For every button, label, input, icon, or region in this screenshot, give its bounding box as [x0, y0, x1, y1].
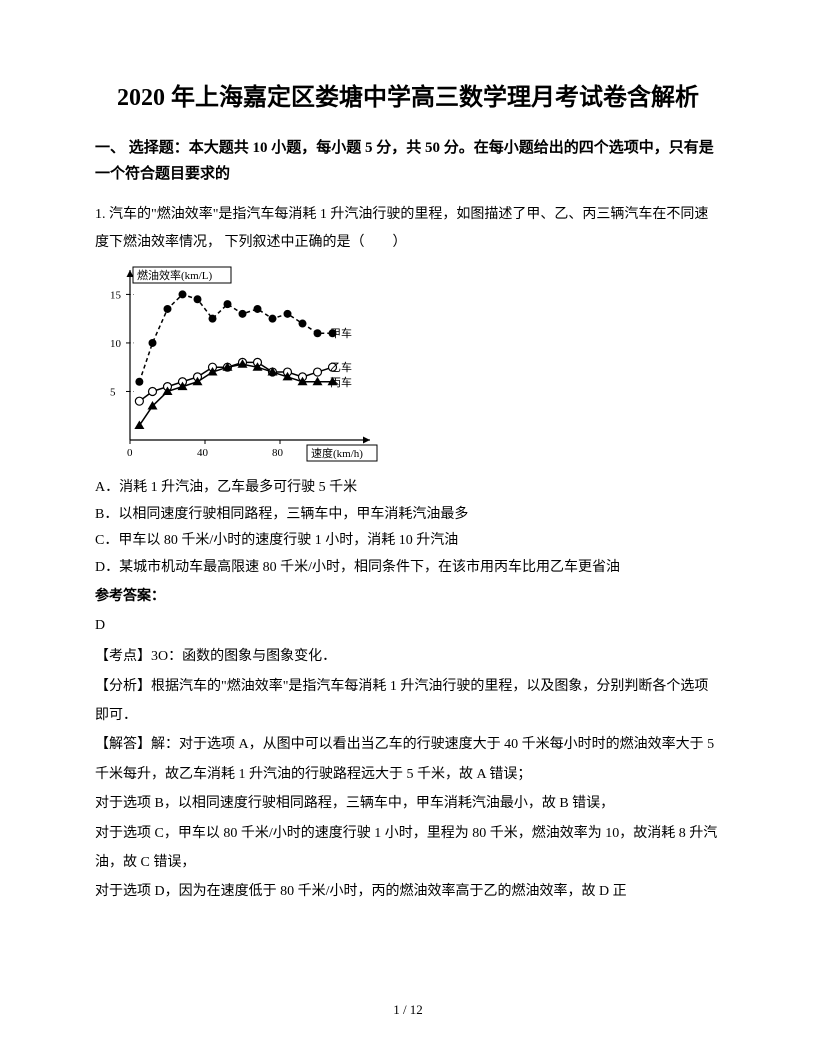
svg-text:15: 15: [110, 289, 122, 301]
svg-text:速度(km/h): 速度(km/h): [311, 446, 363, 460]
svg-text:乙车: 乙车: [330, 360, 352, 374]
option-a: A．消耗 1 升汽油，乙车最多可行驶 5 千米: [95, 475, 721, 502]
svg-text:丙车: 丙车: [330, 375, 352, 389]
svg-text:0: 0: [127, 447, 133, 459]
page-title: 2020 年上海嘉定区娄塘中学高三数学理月考试卷含解析: [95, 80, 721, 116]
svg-text:80: 80: [272, 447, 284, 459]
explain-kaodian: 【考点】3O：函数的图象与图象变化．: [95, 642, 721, 671]
answer-label: 参考答案：: [95, 583, 721, 611]
option-c: C．甲车以 80 千米/小时的速度行驶 1 小时，消耗 10 升汽油: [95, 528, 721, 555]
explain-fenxi: 【分析】根据汽车的"燃油效率"是指汽车每消耗 1 升汽油行驶的里程，以及图象，分…: [95, 672, 721, 731]
option-b: B．以相同速度行驶相同路程，三辆车中，甲车消耗汽油最多: [95, 502, 721, 529]
svg-text:甲车: 甲车: [330, 326, 352, 340]
svg-text:10: 10: [110, 338, 122, 350]
explain-jieda-b: 对于选项 B，以相同速度行驶相同路程，三辆车中，甲车消耗汽油最小，故 B 错误，: [95, 789, 721, 818]
explain-jieda-a: 【解答】解：对于选项 A，从图中可以看出当乙车的行驶速度大于 40 千米每小时时…: [95, 730, 721, 789]
svg-text:燃油效率(km/L): 燃油效率(km/L): [137, 268, 212, 282]
explain-jieda-c: 对于选项 C，甲车以 80 千米/小时的速度行驶 1 小时，里程为 80 千米，…: [95, 819, 721, 878]
option-d: D．某城市机动车最高限速 80 千米/小时，相同条件下，在该市用丙车比用乙车更省…: [95, 555, 721, 582]
page-number: 1 / 12: [0, 1002, 816, 1018]
svg-text:40: 40: [197, 447, 209, 459]
svg-text:5: 5: [110, 386, 116, 398]
answer-letter: D: [95, 611, 721, 642]
explain-jieda-d: 对于选项 D，因为在速度低于 80 千米/小时，丙的燃油效率高于乙的燃油效率，故…: [95, 877, 721, 906]
fuel-efficiency-chart: 燃油效率(km/L) 速度(km/h) 0 40 80 5 10 15 甲车乙车丙车: [95, 265, 385, 465]
chart-svg: 燃油效率(km/L) 速度(km/h) 0 40 80 5 10 15 甲车乙车丙车: [95, 265, 385, 465]
section-header: 一、 选择题：本大题共 10 小题，每小题 5 分，共 50 分。在每小题给出的…: [95, 136, 721, 187]
question-1-text: 1. 汽车的"燃油效率"是指汽车每消耗 1 升汽油行驶的里程，如图描述了甲、乙、…: [95, 201, 721, 257]
